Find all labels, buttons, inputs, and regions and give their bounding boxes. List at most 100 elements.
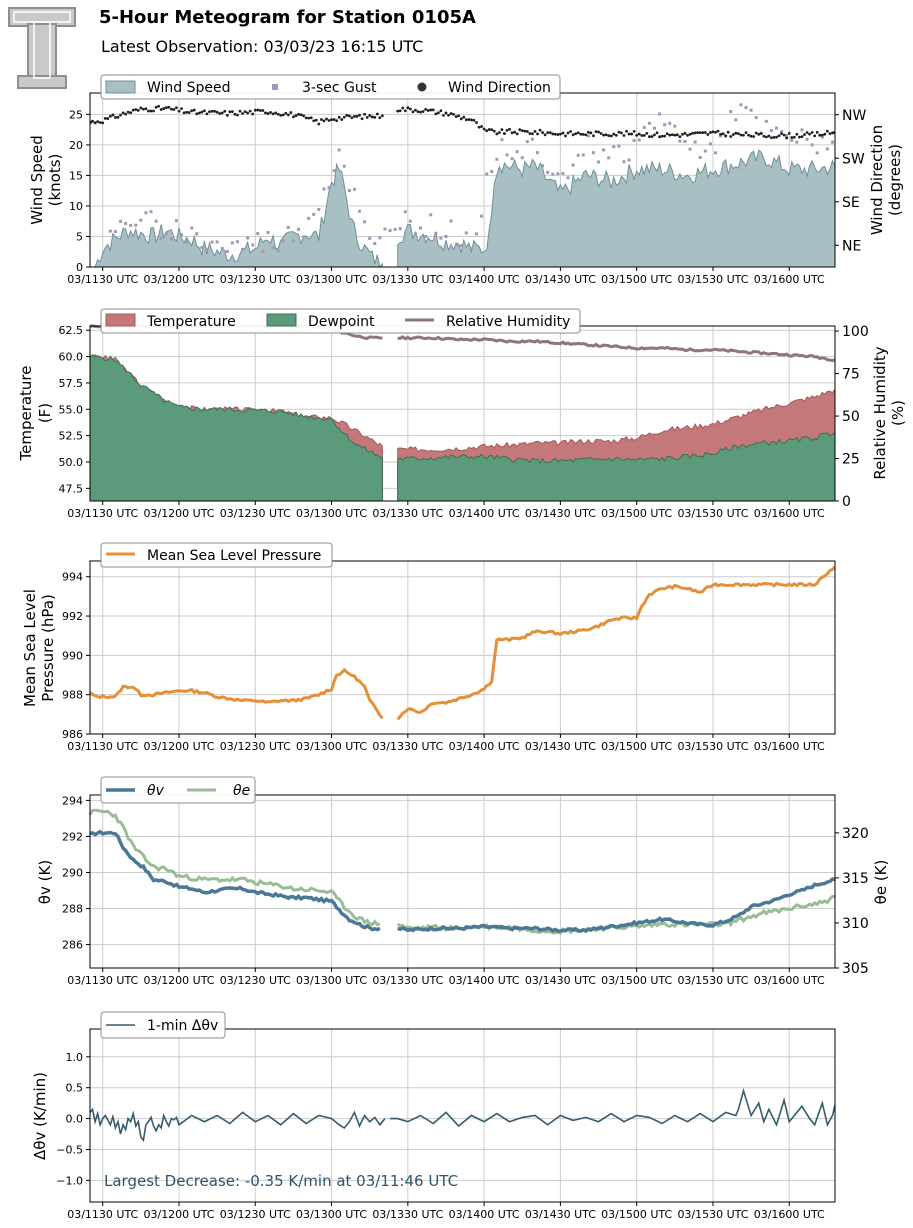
direction-point — [813, 134, 817, 138]
pressure-legend: Mean Sea Level Pressure — [100, 542, 333, 568]
y-tick-label-right: 100 — [842, 324, 869, 340]
y-tick-label: 20 — [69, 139, 83, 152]
direction-point — [800, 135, 804, 139]
x-tick-label: 03/1330 UTC — [372, 974, 443, 987]
x-tick-label: 03/1300 UTC — [296, 273, 367, 286]
gust-point — [363, 220, 367, 224]
direction-point — [152, 109, 155, 113]
direction-point — [195, 112, 199, 116]
direction-point — [579, 132, 583, 136]
direction-point — [236, 113, 239, 117]
legend-dewpoint: Dewpoint — [308, 314, 375, 330]
direction-point — [790, 136, 794, 139]
direction-point — [452, 112, 456, 116]
wind-speed-ticks: 0 5 10 15 20 25 — [69, 108, 90, 274]
direction-point — [119, 113, 122, 117]
direction-point — [642, 134, 646, 137]
direction-point — [276, 112, 280, 116]
gust-point — [408, 219, 412, 223]
gust-point — [413, 232, 417, 236]
direction-point — [414, 108, 417, 112]
direction-point — [274, 111, 278, 115]
direction-point — [182, 111, 186, 115]
gust-point — [139, 218, 143, 222]
direction-point — [342, 115, 346, 119]
direction-point — [114, 116, 117, 119]
y-tick-label: 50.0 — [59, 456, 84, 469]
direction-point — [820, 133, 824, 137]
x-tick-label: 03/1600 UTC — [754, 507, 825, 520]
direction-point — [792, 135, 796, 139]
gust-point — [312, 212, 316, 216]
direction-point — [360, 117, 364, 121]
y-tick-label: 986 — [62, 728, 83, 741]
temp-time-ticks: 03/1130 UTC 03/1200 UTC 03/1230 UTC 03/1300… — [67, 501, 825, 520]
gust-point — [169, 237, 173, 241]
x-tick-label: 03/1200 UTC — [143, 1208, 214, 1221]
gust-point — [434, 231, 438, 235]
y-tick-label: 62.5 — [59, 324, 84, 337]
gust-point — [129, 223, 133, 227]
direction-point — [785, 136, 789, 140]
y-tick-label: 0.0 — [66, 1113, 84, 1126]
direction-point — [223, 109, 227, 113]
gust-point — [693, 140, 697, 144]
direction-point — [251, 112, 255, 116]
direction-point — [368, 114, 372, 117]
direction-point — [157, 104, 161, 108]
legend-gust-swatch — [272, 84, 278, 90]
wind-rlabel-1: Wind Direction — [868, 125, 886, 235]
gust-point — [266, 231, 270, 235]
gust-point — [825, 147, 829, 151]
direction-point — [169, 107, 173, 111]
y-tick-label: 52.5 — [59, 430, 84, 443]
gust-point — [419, 226, 423, 230]
direction-point — [325, 117, 328, 121]
gust-point — [719, 134, 723, 138]
direction-point — [91, 119, 94, 123]
gust-point — [439, 236, 443, 240]
direction-point — [569, 130, 572, 133]
direction-point — [350, 116, 354, 120]
direction-point — [711, 130, 715, 134]
direction-point — [683, 131, 687, 135]
gust-point — [703, 149, 707, 153]
direction-point — [505, 129, 509, 132]
direction-point — [243, 110, 247, 114]
direction-point — [436, 111, 440, 115]
direction-point — [561, 131, 565, 135]
direction-point — [533, 129, 537, 133]
gust-point — [256, 232, 260, 236]
direction-point — [759, 132, 763, 135]
dewpoint-area — [89, 354, 836, 502]
pressure-frame — [89, 560, 836, 735]
gust-point — [464, 231, 468, 235]
direction-point — [271, 112, 275, 116]
temperature-ticks: 47.5 50.0 52.5 55.0 57.5 60.0 62.5 — [59, 324, 90, 495]
direction-point — [645, 132, 649, 135]
gust-point — [571, 163, 575, 167]
legend-theta-v: θv — [147, 783, 165, 799]
y-tick-label-right: NW — [842, 108, 866, 124]
gust-point — [383, 227, 387, 231]
direction-point — [230, 110, 234, 114]
gust-point — [281, 239, 285, 243]
gust-point — [235, 240, 239, 244]
wind-ylabel-2: (knots) — [46, 154, 64, 207]
direction-point — [139, 106, 143, 110]
legend-gust: 3-sec Gust — [302, 80, 377, 96]
direction-point — [424, 108, 428, 111]
gust-point — [444, 234, 448, 238]
direction-point — [426, 109, 430, 112]
direction-point — [777, 134, 781, 138]
direction-point — [129, 111, 133, 115]
gust-point — [525, 140, 529, 144]
delta-theta-time-ticks: 03/1130 UTC 03/1200 UTC 03/1230 UTC 03/1300… — [67, 1202, 825, 1221]
gust-point — [174, 219, 178, 223]
direction-point — [764, 135, 768, 139]
gust-point — [368, 236, 372, 240]
legend-theta-e: θe — [233, 783, 250, 799]
x-tick-label: 03/1130 UTC — [67, 1208, 138, 1221]
direction-point — [381, 114, 384, 118]
gust-point — [581, 153, 585, 157]
